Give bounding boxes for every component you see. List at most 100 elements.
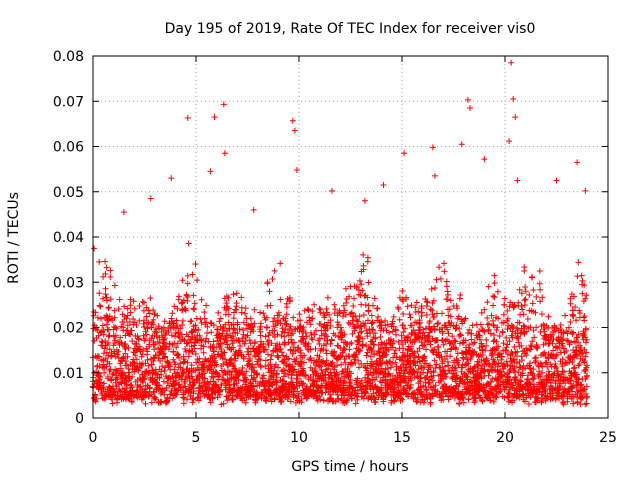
- data-point: [270, 318, 277, 325]
- data-point: [204, 323, 211, 330]
- data-point: [258, 393, 265, 400]
- data-point: [233, 290, 240, 297]
- data-point: [519, 306, 526, 313]
- data-point: [501, 295, 508, 302]
- data-point: [389, 340, 396, 347]
- data-point: [197, 316, 204, 323]
- data-point: [369, 338, 376, 345]
- data-point: [181, 337, 188, 344]
- data-point: [180, 400, 187, 407]
- data-point: [556, 344, 563, 351]
- data-point: [168, 332, 175, 339]
- data-point: [342, 285, 349, 292]
- data-point: [353, 379, 360, 386]
- data-point: [200, 349, 207, 356]
- data-point: [220, 360, 227, 367]
- data-point: [152, 394, 159, 401]
- data-point: [90, 312, 97, 319]
- data-point: [537, 298, 544, 305]
- data-point: [276, 346, 283, 353]
- data-point: [557, 322, 564, 329]
- data-point: [197, 336, 204, 343]
- data-point: [407, 314, 414, 321]
- data-point: [492, 394, 499, 401]
- data-point: [250, 374, 257, 381]
- data-point: [103, 312, 110, 319]
- data-point: [513, 376, 520, 383]
- data-point: [427, 401, 434, 408]
- data-point: [468, 330, 475, 337]
- data-point: [337, 353, 344, 360]
- data-point: [491, 280, 498, 287]
- data-point: [173, 344, 180, 351]
- data-point: [414, 394, 421, 401]
- data-point: [525, 400, 532, 407]
- data-point: [151, 346, 158, 353]
- data-point: [189, 271, 196, 278]
- data-point: [193, 315, 200, 322]
- data-point: [317, 396, 324, 403]
- data-point: [92, 377, 99, 384]
- data-point: [579, 277, 586, 284]
- data-point: [399, 288, 406, 295]
- data-point: [530, 381, 537, 388]
- data-point-peak: [431, 172, 438, 179]
- data-point: [392, 326, 399, 333]
- data-point: [514, 327, 521, 334]
- data-point: [581, 358, 588, 365]
- data-point: [490, 293, 497, 300]
- data-point: [521, 323, 528, 330]
- data-point: [570, 365, 577, 372]
- data-point: [231, 326, 238, 333]
- data-point: [444, 326, 451, 333]
- data-point: [135, 336, 142, 343]
- data-point: [339, 386, 346, 393]
- data-point-peak: [289, 117, 296, 124]
- data-point: [184, 272, 191, 279]
- data-point: [255, 355, 262, 362]
- data-point-peak: [458, 141, 465, 148]
- data-point: [122, 332, 129, 339]
- data-point: [96, 363, 103, 370]
- data-point: [271, 367, 278, 374]
- data-point: [122, 341, 129, 348]
- data-point: [452, 338, 459, 345]
- data-point: [356, 313, 363, 320]
- data-point-peak: [250, 206, 257, 213]
- data-point: [346, 353, 353, 360]
- data-point: [191, 306, 198, 313]
- data-point: [562, 380, 569, 387]
- data-point: [382, 317, 389, 324]
- data-point: [100, 380, 107, 387]
- data-point-peak: [168, 175, 175, 182]
- data-point: [581, 313, 588, 320]
- data-point: [251, 306, 258, 313]
- data-point: [522, 350, 529, 357]
- data-point-peak: [512, 114, 519, 121]
- data-point: [165, 328, 172, 335]
- data-point: [523, 352, 530, 359]
- data-point: [485, 326, 492, 333]
- chart-title: Day 195 of 2019, Rate Of TEC Index for r…: [165, 21, 536, 37]
- data-point: [223, 300, 230, 307]
- data-point: [459, 394, 466, 401]
- data-point: [439, 337, 446, 344]
- data-point: [144, 325, 151, 332]
- data-point: [192, 261, 199, 268]
- data-point: [575, 339, 582, 346]
- data-point: [509, 399, 516, 406]
- data-point: [132, 352, 139, 359]
- data-point: [582, 326, 589, 333]
- data-point: [499, 353, 506, 360]
- data-point: [198, 296, 205, 303]
- data-point: [173, 317, 180, 324]
- data-point: [191, 340, 198, 347]
- data-point: [297, 317, 304, 324]
- data-point: [516, 319, 523, 326]
- data-point: [570, 293, 577, 300]
- data-point: [447, 346, 454, 353]
- data-point: [487, 330, 494, 337]
- data-point: [571, 364, 578, 371]
- data-point: [573, 344, 580, 351]
- data-point: [307, 321, 314, 328]
